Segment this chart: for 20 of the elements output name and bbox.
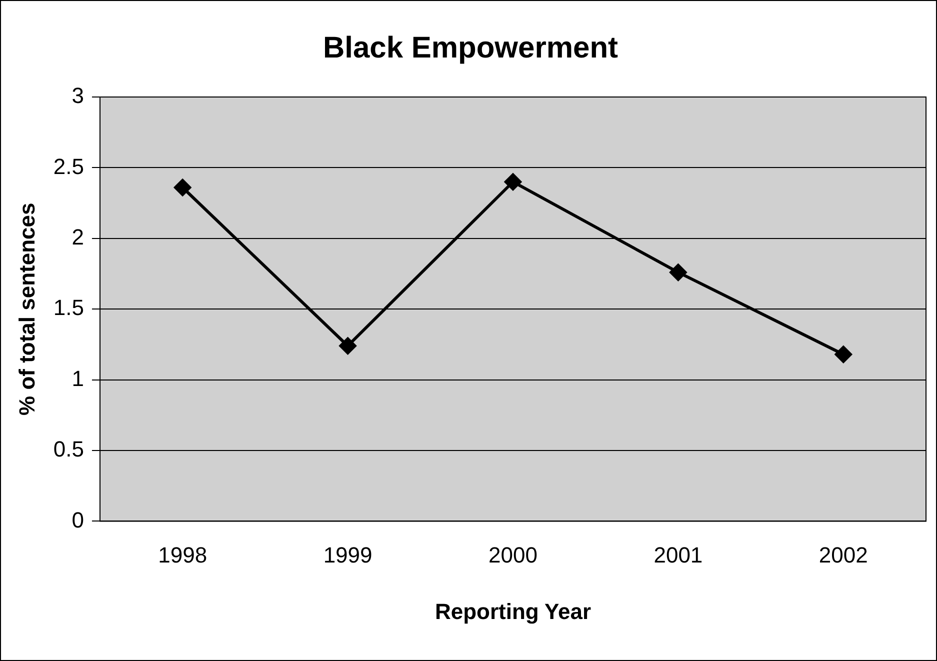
y-tick-label: 3: [72, 83, 84, 108]
x-tick-label: 1998: [158, 542, 208, 568]
y-tick-label: 0.5: [53, 436, 84, 462]
point: [504, 173, 522, 190]
point: [834, 346, 852, 363]
x-tick-label: 2002: [818, 542, 868, 568]
y-tick-label: 2.5: [53, 154, 84, 179]
x-tick-label: 1999: [323, 542, 372, 568]
y-tick-label: 1.5: [53, 295, 84, 320]
y-tick-label: 2: [72, 224, 84, 250]
y-axis-title: % of total sentences: [14, 202, 40, 416]
x-tick-label: 2000: [488, 542, 538, 568]
point: [670, 264, 687, 281]
chart-title: Black Empowerment: [322, 31, 618, 64]
x-axis-title: Reporting Year: [434, 598, 592, 624]
x-tick-label: 2001: [654, 542, 703, 568]
y-tick-label: 0: [72, 507, 84, 532]
point: [174, 178, 192, 196]
point: [339, 337, 356, 354]
y-tick-label: 1: [72, 366, 84, 391]
